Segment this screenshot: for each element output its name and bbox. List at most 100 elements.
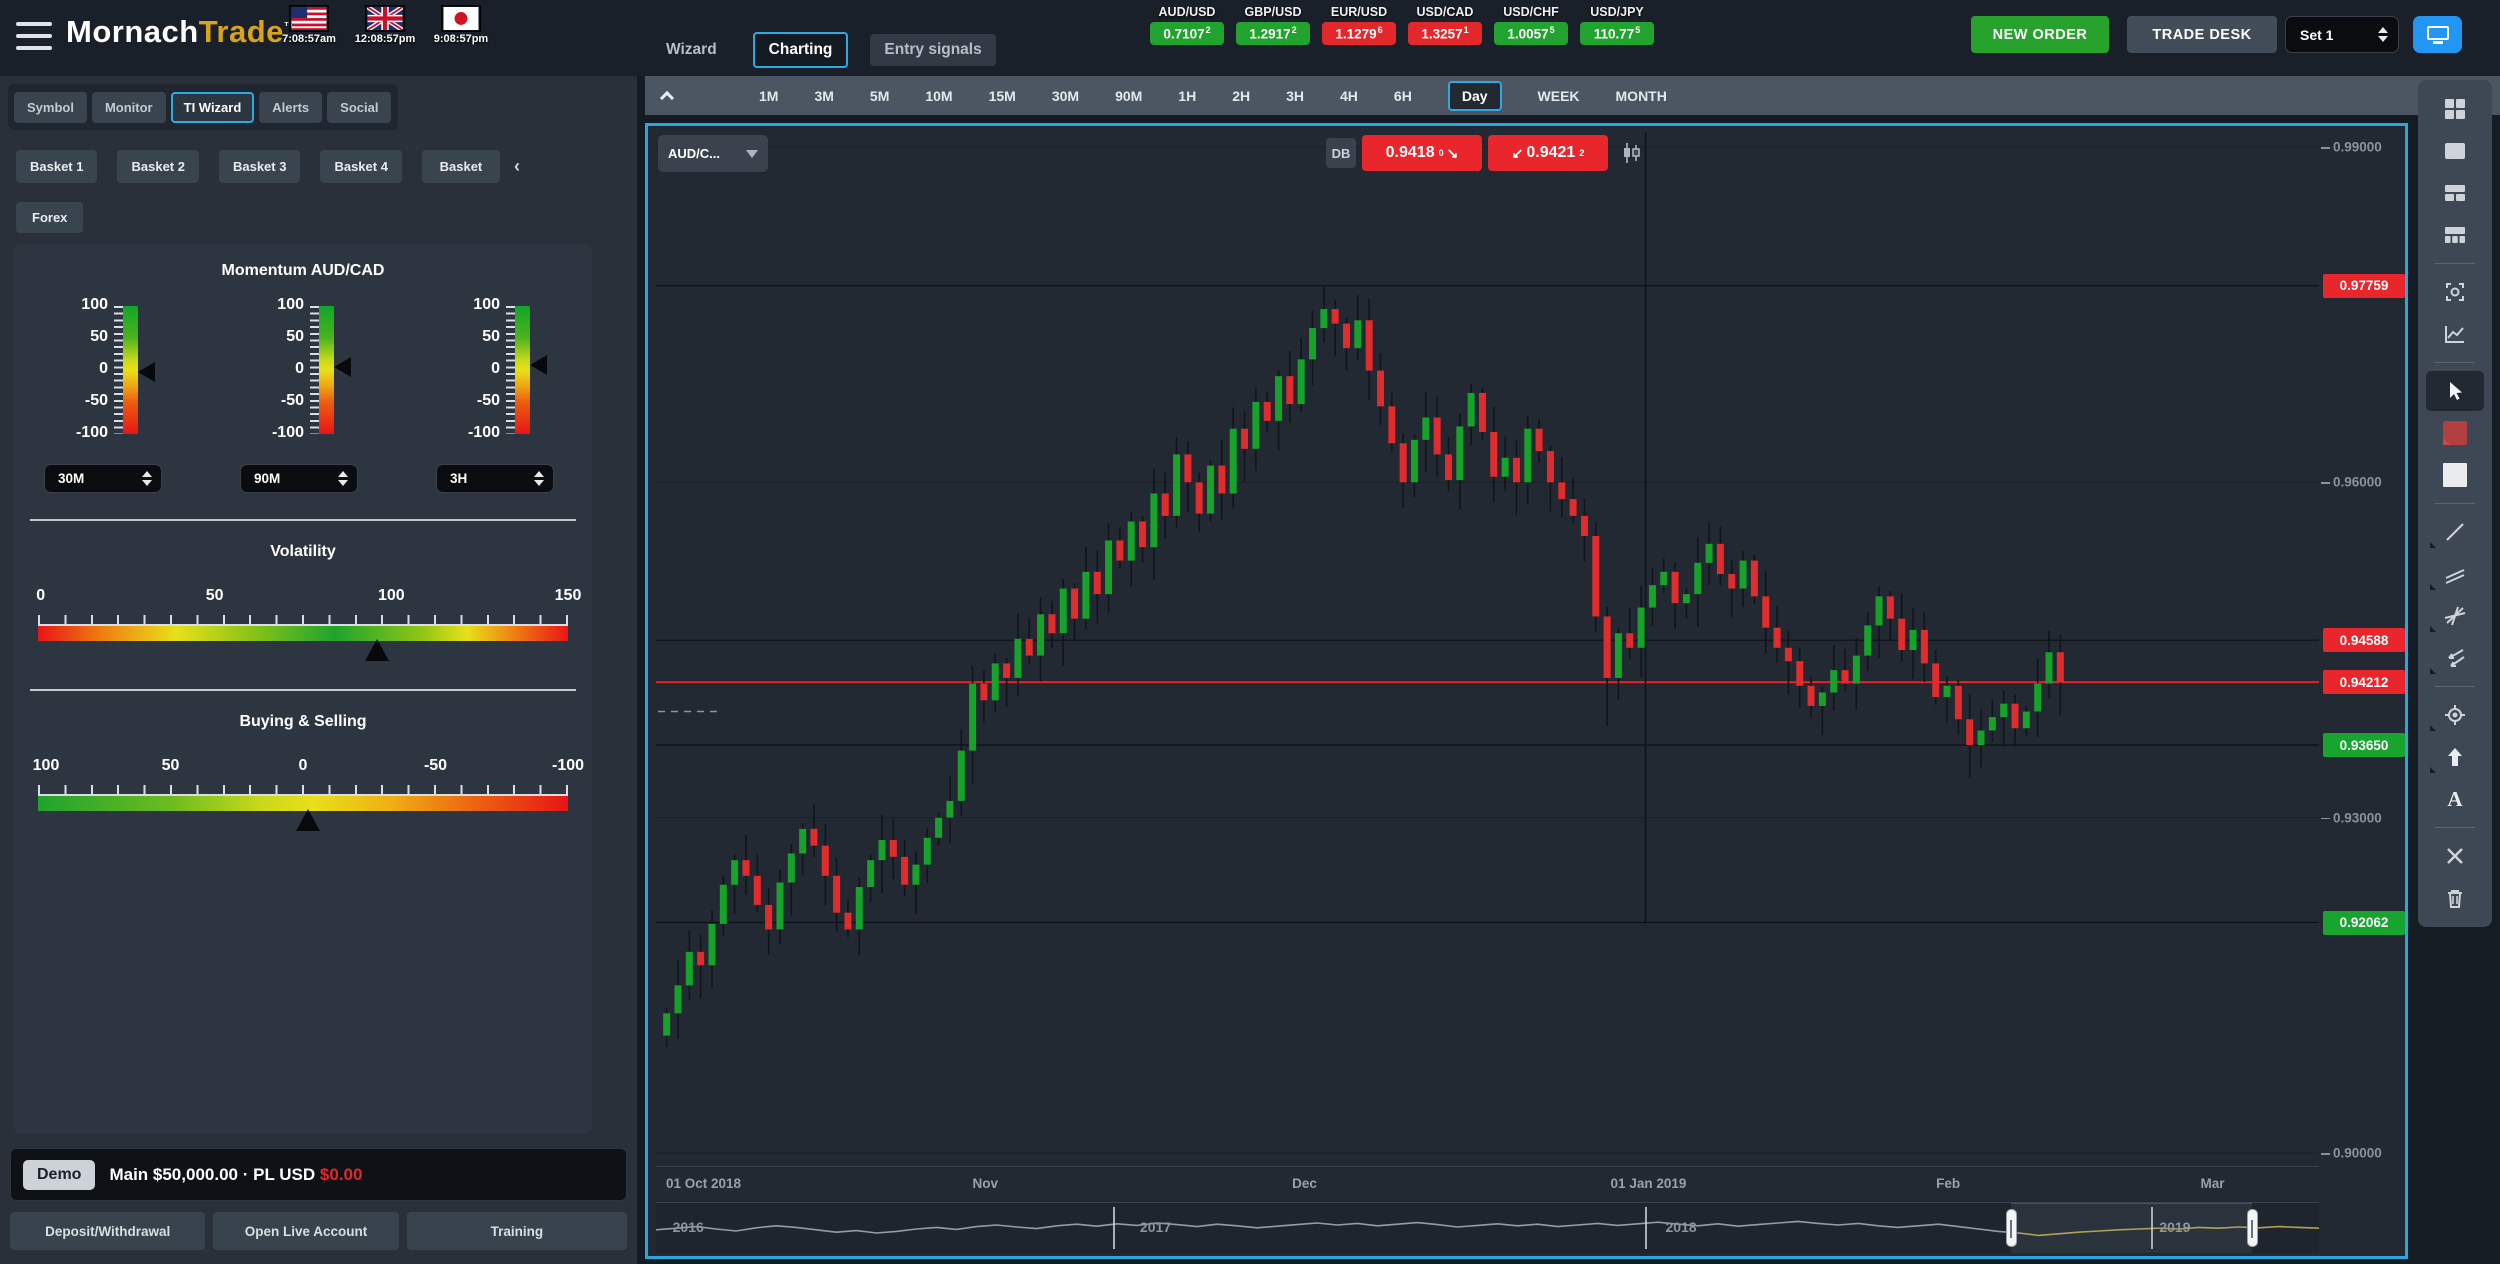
- menu-icon[interactable]: [16, 22, 52, 50]
- basket-tab-3[interactable]: Basket 3: [218, 150, 301, 183]
- symbol-select[interactable]: AUD/C...: [658, 135, 768, 172]
- trash-icon[interactable]: [2426, 878, 2484, 918]
- arrow-up-icon[interactable]: [2426, 737, 2484, 777]
- timeframe-2h[interactable]: 2H: [1232, 87, 1251, 104]
- crosshair-icon[interactable]: [2426, 695, 2484, 735]
- fit-chart-icon[interactable]: [2426, 272, 2484, 312]
- timeframe-5m[interactable]: 5M: [869, 87, 890, 104]
- ticker-eur-usd: EUR/USD 1.12796: [1322, 5, 1396, 45]
- scale-label: 50: [482, 328, 500, 346]
- layout-single-icon[interactable]: [2426, 131, 2484, 171]
- ticker-value[interactable]: 1.00575: [1494, 22, 1568, 45]
- tab-charting[interactable]: Charting: [752, 32, 849, 68]
- volatility-title: Volatility: [270, 543, 336, 560]
- toolbar-divider: [2435, 362, 2475, 363]
- timeframe-3m[interactable]: 3M: [814, 87, 834, 104]
- collapse-chevron-icon[interactable]: [659, 89, 675, 105]
- timeframe-6h[interactable]: 6H: [1393, 87, 1412, 104]
- delete-cross-icon[interactable]: [2426, 836, 2484, 876]
- ticker-value[interactable]: 1.29172: [1236, 22, 1310, 45]
- candlestick-chart[interactable]: [656, 128, 2319, 1164]
- deposit-withdrawal-button[interactable]: Deposit/Withdrawal: [10, 1212, 206, 1250]
- timeframe-4h[interactable]: 4H: [1340, 87, 1358, 104]
- cursor-icon[interactable]: [2426, 371, 2484, 411]
- new-order-button[interactable]: NEW ORDER: [1971, 16, 2109, 53]
- account-type-chip[interactable]: Demo: [23, 1159, 96, 1190]
- sidebar-tab-alerts[interactable]: Alerts: [259, 91, 323, 123]
- momentum-period-select[interactable]: 90M: [240, 464, 358, 493]
- layout-set-select[interactable]: Set 1: [2285, 16, 2399, 53]
- buy-button[interactable]: ↙ 0.9421 2: [1488, 135, 1608, 171]
- ticker-pair: USD/CAD: [1416, 5, 1474, 19]
- line-chart-icon[interactable]: [2426, 314, 2484, 354]
- trend-line-icon[interactable]: [2426, 512, 2484, 552]
- sidebar-tab-symbol[interactable]: Symbol: [14, 91, 87, 123]
- navigator-handle-left[interactable]: [2005, 1209, 2017, 1247]
- account-balance: Main $50,000.00: [109, 1164, 238, 1184]
- timeframe-30m[interactable]: 30M: [1051, 87, 1080, 104]
- basket-scroll-left-icon[interactable]: ‹: [513, 156, 520, 176]
- sidebar-tab-ti-wizard[interactable]: TI Wizard: [170, 91, 255, 123]
- basket-tab-2[interactable]: Basket 2: [117, 150, 199, 183]
- text-tool-icon[interactable]: A: [2426, 779, 2484, 819]
- screen-share-button[interactable]: [2413, 16, 2462, 53]
- chart-navigator[interactable]: 2016 2017 2018 2019: [656, 1202, 2319, 1253]
- scale-label: -100: [271, 424, 304, 442]
- timeframe-1m[interactable]: 1M: [759, 87, 779, 104]
- navigator-window[interactable]: [2011, 1203, 2253, 1253]
- ticker-value[interactable]: 110.775: [1580, 22, 1654, 45]
- sidebar-tab-social[interactable]: Social: [327, 91, 392, 123]
- ticker-value[interactable]: 1.12796: [1322, 22, 1396, 45]
- timeframe-day[interactable]: Day: [1447, 80, 1502, 111]
- color-swatch-white-icon[interactable]: [2426, 455, 2484, 495]
- toolbar-divider: [2435, 263, 2475, 264]
- db-chip[interactable]: DB: [1326, 138, 1356, 168]
- sidebar-tab-monitor[interactable]: Monitor: [91, 91, 166, 123]
- layout-three-icon[interactable]: [2426, 215, 2484, 255]
- category-tab-forex[interactable]: Forex: [16, 202, 84, 233]
- candle-style-icon[interactable]: [1614, 137, 1648, 169]
- tab-entry-signals[interactable]: Entry signals: [870, 34, 996, 66]
- trade-desk-button[interactable]: TRADE DESK: [2127, 16, 2277, 53]
- svg-text:A: A: [2447, 787, 2463, 811]
- multi-line-icon[interactable]: [2426, 596, 2484, 636]
- ticker-pair: USD/JPY: [1590, 5, 1644, 19]
- timeframe-week[interactable]: WEEK: [1537, 87, 1580, 104]
- training-button[interactable]: Training: [406, 1212, 627, 1250]
- clock-time: 12:08:57pm: [354, 33, 416, 45]
- gauge-ruler: [114, 306, 123, 434]
- layout-grid-icon[interactable]: [2426, 89, 2484, 129]
- timeframe-1h[interactable]: 1H: [1178, 87, 1197, 104]
- ticker-value[interactable]: 1.32571: [1408, 22, 1482, 45]
- gauge-scale-labels: 100 50 0 -50 -100: [460, 296, 506, 441]
- date-axis[interactable]: 01 Oct 2018 Nov Dec 01 Jan 2019 Feb Mar: [656, 1166, 2319, 1202]
- price-axis[interactable]: 0.99000 0.96000 0.93000 0.90000 0.97759 0.945…: [2321, 126, 2407, 1166]
- timeframe-month[interactable]: MONTH: [1615, 87, 1667, 104]
- timeframe-3h[interactable]: 3H: [1286, 87, 1305, 104]
- arrows-icon[interactable]: [2426, 638, 2484, 678]
- parallel-lines-icon[interactable]: [2426, 554, 2484, 594]
- price-level-badge: 0.94212: [2323, 670, 2405, 695]
- timeframe-90m[interactable]: 90M: [1115, 87, 1143, 104]
- basket-tab-5[interactable]: Basket: [421, 150, 500, 183]
- tab-wizard[interactable]: Wizard: [666, 41, 717, 58]
- navigator-handle-right[interactable]: [2246, 1209, 2258, 1247]
- layout-two-icon[interactable]: [2426, 173, 2484, 213]
- gauge-pointer: [530, 354, 547, 375]
- timeframe-15m[interactable]: 15M: [988, 87, 1016, 104]
- sell-button[interactable]: 0.9418 0 ↘: [1362, 135, 1482, 171]
- scale-label: 50: [205, 587, 224, 604]
- timeframe-bar: 1M 3M 5M 10M 15M 30M 90M 1H 2H 3H 4H 6H Day WEEK MONTH: [645, 76, 2500, 115]
- momentum-period-select[interactable]: 30M: [44, 464, 162, 493]
- basket-tab-4[interactable]: Basket 4: [320, 150, 402, 183]
- basket-tab-1[interactable]: Basket 1: [16, 150, 98, 183]
- momentum-period-select[interactable]: 3H: [436, 464, 554, 493]
- open-live-account-button[interactable]: Open Live Account: [213, 1212, 399, 1250]
- gauge-ruler: [310, 306, 319, 434]
- color-swatch-red-icon[interactable]: [2426, 413, 2484, 453]
- ticker-value[interactable]: 0.71072: [1150, 22, 1224, 45]
- date-label: Dec: [1292, 1176, 1317, 1191]
- timeframe-10m[interactable]: 10M: [925, 87, 953, 104]
- sidebar-tabs: Symbol Monitor TI Wizard Alerts Social: [8, 84, 398, 130]
- us-flag-icon: [290, 6, 328, 31]
